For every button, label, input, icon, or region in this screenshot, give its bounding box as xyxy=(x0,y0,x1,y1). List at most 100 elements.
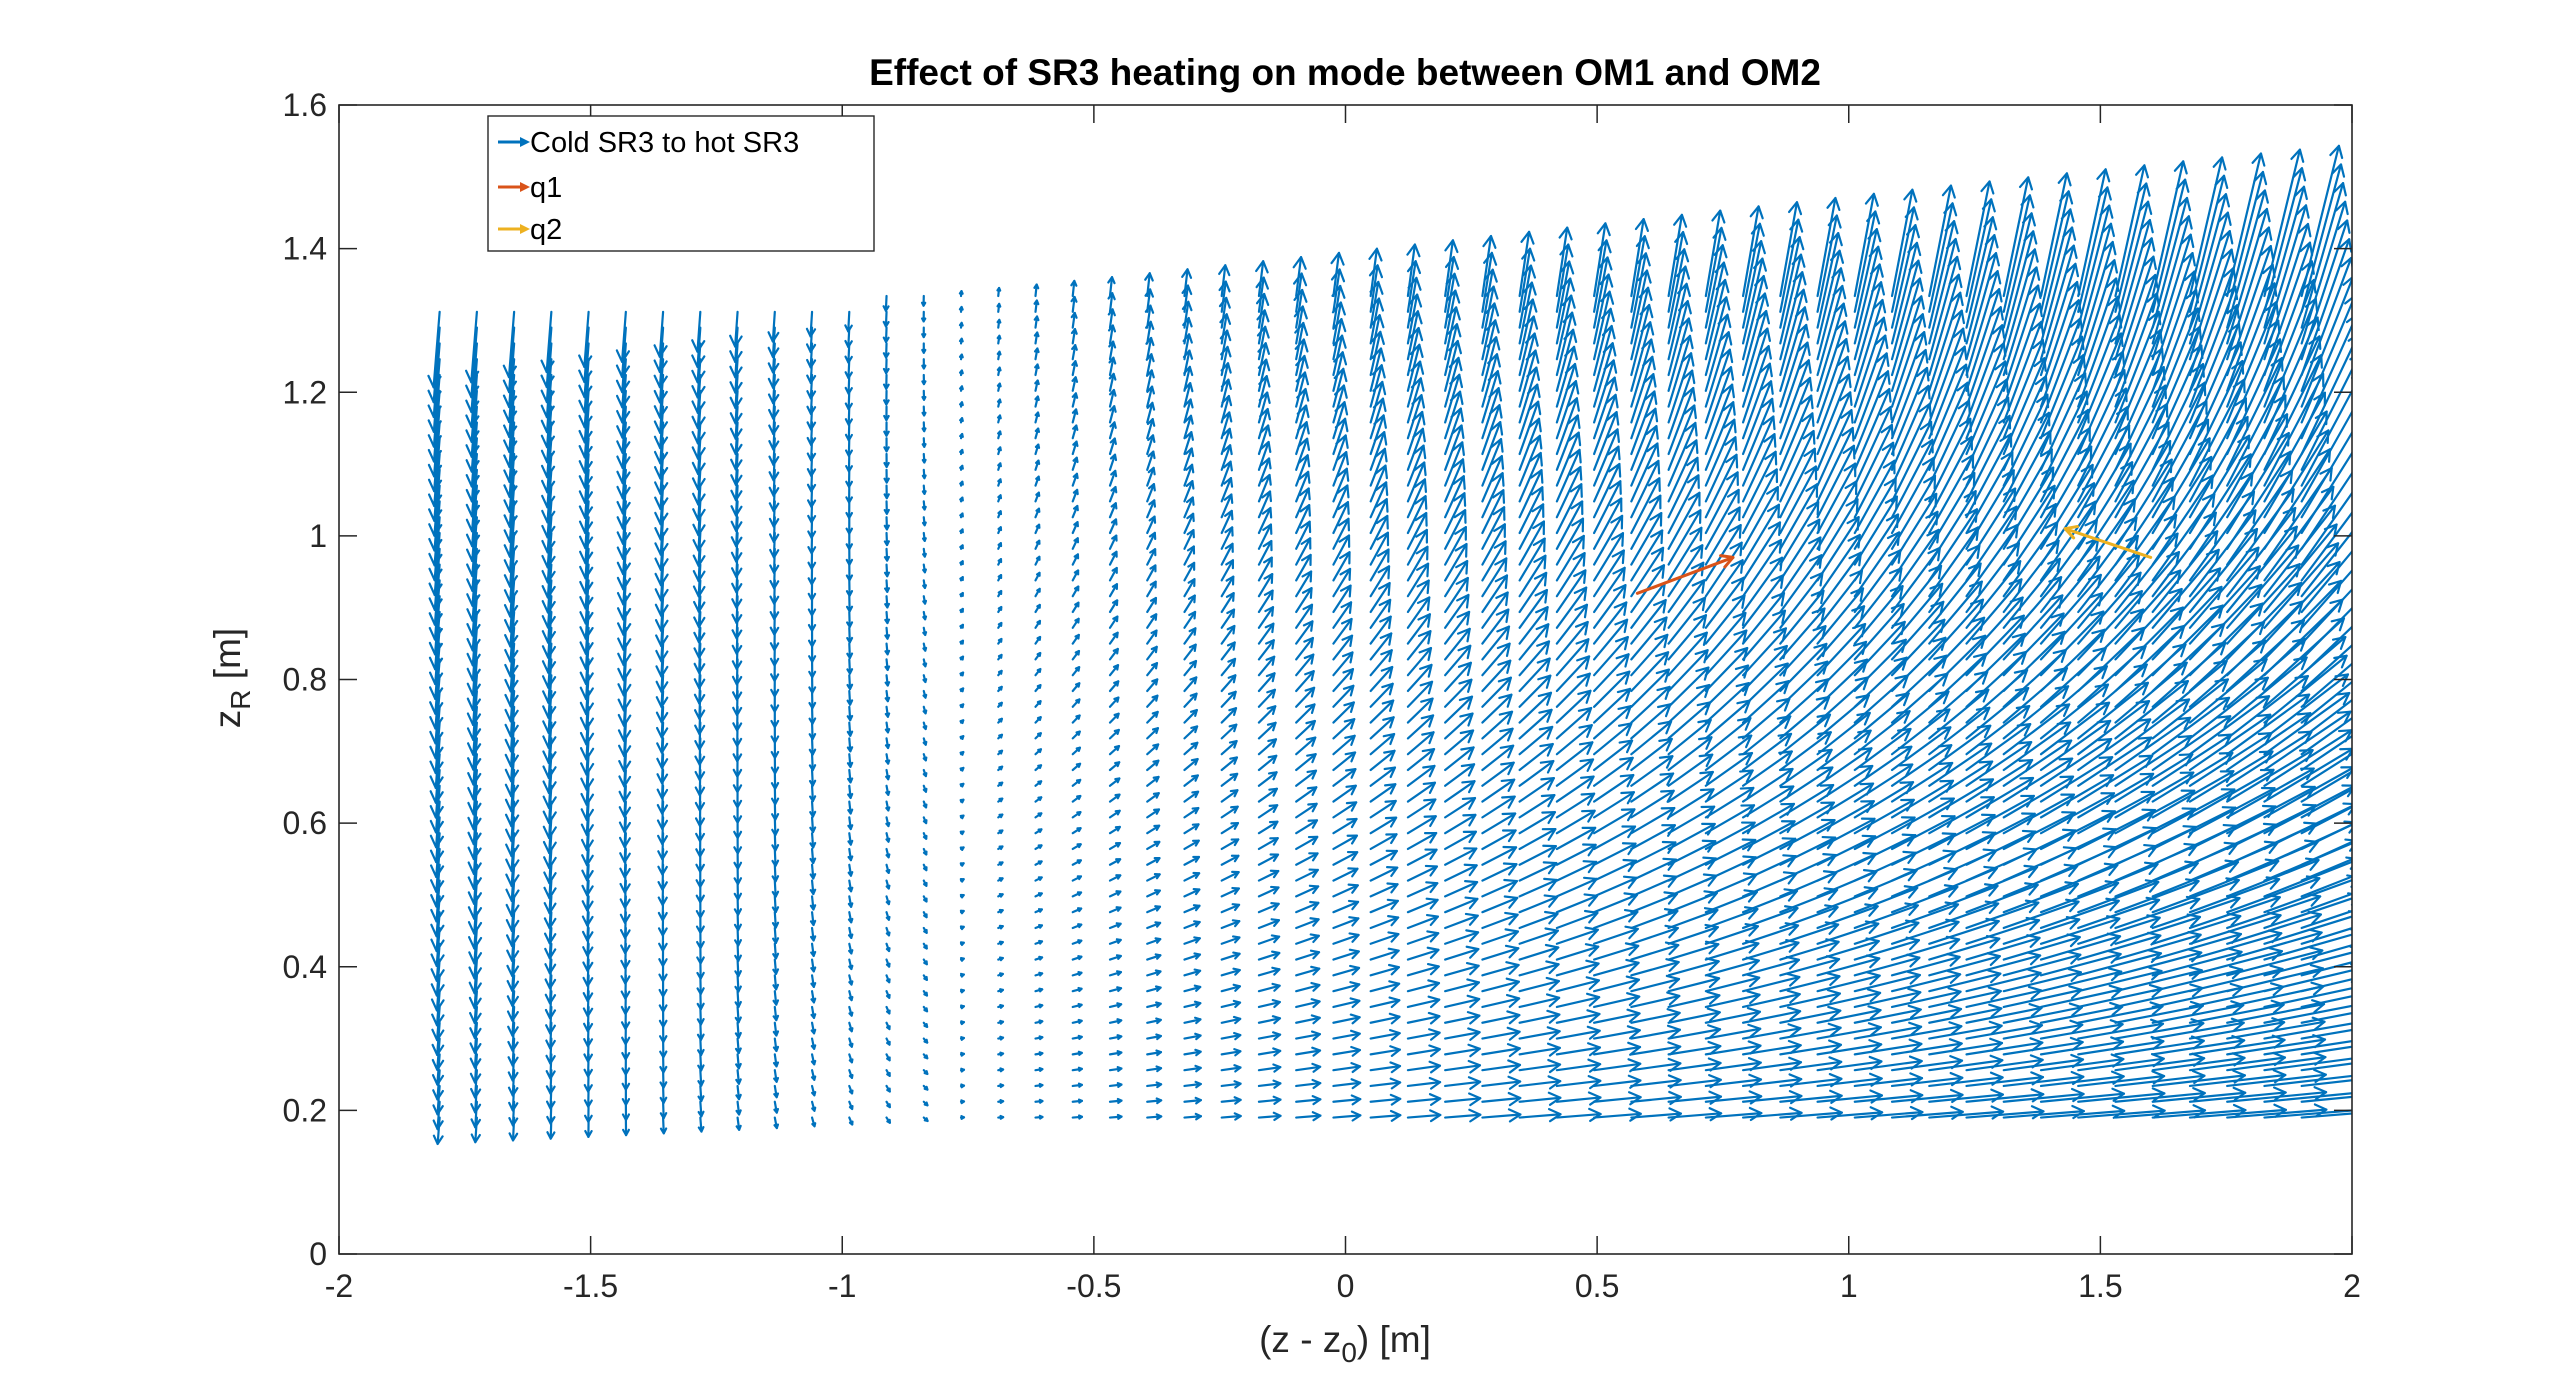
field-vector-head xyxy=(578,475,593,489)
field-vector xyxy=(885,974,891,984)
field-vector-head xyxy=(1075,714,1081,720)
field-vector-shaft xyxy=(432,310,441,389)
field-vector-head xyxy=(504,798,520,813)
field-vector-head xyxy=(542,765,557,779)
field-vector xyxy=(1034,571,1041,582)
field-vector-head xyxy=(885,993,891,999)
field-vector-head xyxy=(729,350,743,364)
field-vector-head xyxy=(998,797,1004,803)
field-vector-head xyxy=(959,560,964,566)
field-vector-shaft xyxy=(583,373,590,429)
field-vector-head xyxy=(769,626,780,636)
field-vector-head xyxy=(657,896,668,907)
field-vector-head xyxy=(959,846,965,851)
field-vector-head xyxy=(1037,876,1043,881)
field-vector xyxy=(1071,682,1081,693)
field-vector-head xyxy=(770,673,780,682)
field-vector-head xyxy=(1033,331,1040,338)
field-vector-head xyxy=(846,668,854,675)
field-vector xyxy=(885,958,891,968)
field-vector-head xyxy=(1037,812,1043,818)
field-vector xyxy=(734,1005,742,1024)
field-vector-head xyxy=(694,755,706,766)
field-vector-head xyxy=(1036,667,1042,673)
field-vector xyxy=(1071,553,1080,566)
field-vector-head xyxy=(958,305,964,311)
field-vector-head xyxy=(848,949,854,955)
field-vector xyxy=(1071,1098,1084,1104)
field-vector-head xyxy=(771,828,780,837)
field-vector xyxy=(997,1051,1005,1057)
field-vector-shaft xyxy=(699,1037,703,1057)
field-vector-head xyxy=(430,923,445,938)
field-vector-head xyxy=(846,730,854,737)
field-vector-head xyxy=(581,884,594,897)
field-vector xyxy=(921,342,927,354)
field-vector-head xyxy=(809,935,817,942)
field-vector-head xyxy=(846,699,854,706)
field-vector xyxy=(1034,1067,1044,1072)
field-vector-head xyxy=(659,1096,668,1104)
field-vector-head xyxy=(729,365,743,379)
field-vector xyxy=(996,286,1002,298)
field-vector-head xyxy=(432,1104,444,1116)
field-vector-head xyxy=(998,829,1004,835)
field-vector-head xyxy=(1072,488,1079,496)
field-vector-head xyxy=(923,1007,929,1013)
field-vector-head xyxy=(541,660,557,674)
vector-field xyxy=(427,144,2352,1146)
field-vector-head xyxy=(430,968,445,982)
field-vector-head xyxy=(429,790,444,804)
field-vector-head xyxy=(578,520,594,535)
field-vector-head xyxy=(848,1027,854,1033)
field-vector-shaft xyxy=(773,895,777,914)
field-vector-head xyxy=(921,443,927,448)
field-vector-head xyxy=(503,424,518,439)
field-vector-head xyxy=(883,555,890,562)
field-vector-head xyxy=(730,520,743,532)
field-vector-shaft xyxy=(434,784,441,834)
field-vector-head xyxy=(1073,569,1080,576)
field-vector xyxy=(996,302,1002,313)
field-vector-shaft xyxy=(508,468,516,528)
field-vector-head xyxy=(998,893,1004,898)
field-vector xyxy=(1034,587,1041,598)
field-vector-head xyxy=(848,980,854,986)
field-vector-head xyxy=(580,808,595,821)
field-vector xyxy=(466,579,481,637)
field-vector-head xyxy=(1037,860,1043,865)
field-vector-head xyxy=(958,337,964,343)
field-vector-shaft xyxy=(434,753,441,804)
field-vector xyxy=(847,832,854,846)
field-vector-head xyxy=(884,743,891,750)
field-vector-head xyxy=(696,956,705,965)
field-vector-head xyxy=(732,753,743,763)
field-vector-head xyxy=(657,927,668,937)
field-vector-head xyxy=(695,863,706,873)
field-vector-head xyxy=(1036,635,1042,641)
field-vector-head xyxy=(885,900,891,906)
field-vector-head xyxy=(922,756,928,762)
field-vector xyxy=(884,674,891,687)
field-vector xyxy=(922,942,928,950)
field-vector xyxy=(503,437,518,498)
field-vector-head xyxy=(466,608,481,622)
field-vector xyxy=(540,326,555,389)
field-vector-head xyxy=(505,858,520,873)
field-vector-head xyxy=(621,1113,631,1122)
field-vector xyxy=(959,639,965,645)
field-vector xyxy=(502,342,518,409)
field-vector xyxy=(997,701,1003,708)
field-vector-head xyxy=(656,773,669,785)
field-vector xyxy=(502,310,517,379)
field-vector-head xyxy=(959,798,965,804)
field-vector-head xyxy=(959,750,965,756)
field-vector-head xyxy=(960,988,965,994)
field-vector xyxy=(883,547,890,562)
field-vector-head xyxy=(769,595,780,605)
field-vector xyxy=(997,861,1004,866)
field-vector-shaft xyxy=(658,326,665,374)
field-vector xyxy=(847,879,854,893)
field-vector-shaft xyxy=(546,452,553,509)
field-vector xyxy=(615,310,631,363)
